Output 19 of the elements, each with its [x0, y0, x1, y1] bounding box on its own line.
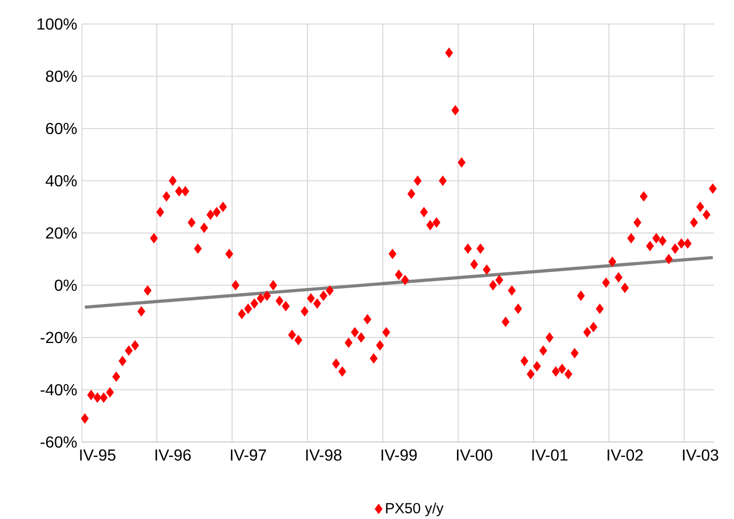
- x-tick-label: IV-95: [80, 449, 116, 461]
- y-tick-label: -20%: [40, 332, 77, 344]
- y-tick-label: 40%: [46, 175, 77, 186]
- y-tick-label: 80%: [46, 70, 77, 82]
- y-tick-label: 20%: [46, 227, 77, 239]
- x-tick-label: IV-01: [532, 449, 568, 461]
- x-tick-label: IV-98: [306, 449, 342, 461]
- y-tick-label: 0%: [54, 280, 77, 291]
- y-tick-label: -40%: [40, 384, 77, 396]
- x-tick-label: IV-00: [456, 449, 492, 461]
- x-tick-label: IV-02: [608, 449, 643, 461]
- x-tick-label: IV-97: [230, 449, 266, 461]
- y-tick-label: -60%: [40, 436, 77, 448]
- x-tick-label: IV-96: [156, 449, 191, 461]
- y-tick-label: 60%: [46, 122, 77, 134]
- x-tick-label: IV-99: [382, 449, 417, 461]
- x-tick-label: IV-03: [683, 449, 718, 461]
- y-tick-label: 100%: [38, 18, 77, 30]
- legend-label: PX50 y/y: [386, 502, 444, 516]
